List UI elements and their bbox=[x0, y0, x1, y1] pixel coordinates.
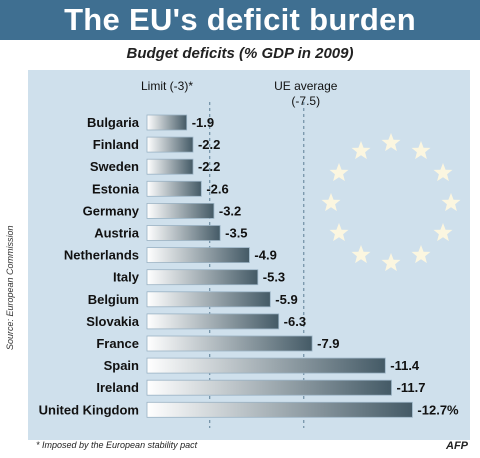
category-label: Netherlands bbox=[64, 248, 139, 263]
value-label: -12.7% bbox=[417, 402, 459, 417]
chart-subtitle: Budget deficits (% GDP in 2009) bbox=[126, 45, 354, 62]
value-label: -11.7 bbox=[397, 380, 426, 395]
value-label: -2.6 bbox=[206, 181, 228, 196]
eu-star-icon bbox=[321, 193, 341, 212]
bar bbox=[146, 335, 313, 352]
eu-star-icon bbox=[329, 223, 349, 242]
bar bbox=[146, 114, 188, 131]
bar bbox=[146, 269, 259, 286]
value-label: -5.9 bbox=[275, 292, 297, 307]
eu-star-icon bbox=[351, 245, 371, 264]
eu-star-icon bbox=[441, 193, 461, 212]
bar bbox=[146, 202, 215, 219]
bar bbox=[146, 313, 280, 330]
category-label: United Kingdom bbox=[39, 402, 139, 417]
bar bbox=[146, 158, 194, 175]
category-label: Italy bbox=[113, 270, 140, 285]
value-label: -2.2 bbox=[198, 137, 220, 152]
title-bar: The EU's deficit burden bbox=[0, 0, 480, 40]
eu-star-icon bbox=[433, 163, 453, 182]
category-label: Ireland bbox=[96, 380, 139, 395]
reference-label: UE average bbox=[274, 79, 338, 93]
eu-star-icon bbox=[433, 223, 453, 242]
value-label: -6.3 bbox=[284, 314, 306, 329]
value-label: -5.3 bbox=[263, 270, 285, 285]
category-label: France bbox=[96, 336, 139, 351]
bar bbox=[146, 291, 271, 308]
value-label: -4.9 bbox=[254, 248, 276, 263]
category-label: Sweden bbox=[90, 159, 139, 174]
bar bbox=[146, 379, 392, 396]
value-label: -11.4 bbox=[390, 358, 420, 373]
eu-stars-circle bbox=[321, 133, 461, 272]
value-label: -3.2 bbox=[219, 203, 241, 218]
category-label: Slovakia bbox=[86, 314, 140, 329]
value-label: -1.9 bbox=[192, 115, 214, 130]
reference-label: Limit (-3)* bbox=[141, 79, 193, 93]
category-label: Finland bbox=[93, 137, 139, 152]
category-label: Austria bbox=[94, 226, 140, 241]
category-label: Spain bbox=[104, 358, 139, 373]
page-title: The EU's deficit burden bbox=[64, 2, 416, 37]
value-label: -7.9 bbox=[317, 336, 339, 351]
footnote: * Imposed by the European stability pact bbox=[36, 440, 198, 450]
eu-star-icon bbox=[411, 141, 431, 160]
bar bbox=[146, 401, 413, 418]
category-label: Belgium bbox=[88, 292, 139, 307]
bar bbox=[146, 136, 194, 153]
eu-star-icon bbox=[381, 253, 401, 272]
bar bbox=[146, 357, 386, 374]
bar bbox=[146, 247, 250, 264]
eu-star-icon bbox=[381, 133, 401, 152]
value-label: -2.2 bbox=[198, 159, 220, 174]
category-label: Bulgaria bbox=[87, 115, 140, 130]
credit-logo: AFP bbox=[446, 440, 468, 452]
value-label: -3.5 bbox=[225, 226, 247, 241]
bars-group: Bulgaria -1.9 Finland -2.2 Sweden -2.2 Estonia… bbox=[39, 114, 459, 418]
reference-sublabel: (-7.5) bbox=[291, 94, 320, 108]
eu-star-icon bbox=[329, 163, 349, 182]
reference-lines: Limit (-3)* UE average(-7.5) bbox=[141, 79, 338, 428]
eu-star-icon bbox=[411, 245, 431, 264]
eu-star-icon bbox=[351, 141, 371, 160]
category-label: Germany bbox=[83, 203, 140, 218]
bar bbox=[146, 180, 202, 197]
bar bbox=[146, 225, 221, 241]
category-label: Estonia bbox=[92, 181, 140, 196]
